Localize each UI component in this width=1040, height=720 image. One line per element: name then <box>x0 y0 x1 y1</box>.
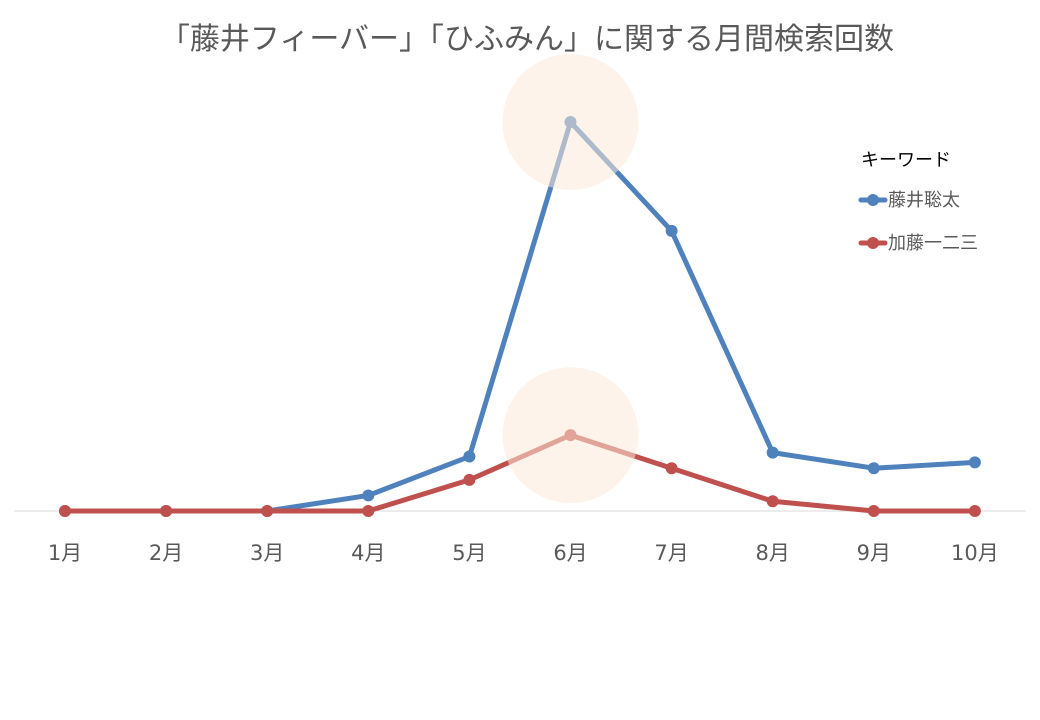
series-2-point-5 <box>463 473 476 486</box>
x-tick-label: 3月 <box>250 541 284 565</box>
highlight-circle-2 <box>502 367 639 504</box>
x-tick-label: 9月 <box>857 541 891 565</box>
legend-label-2: 加藤一二三 <box>888 233 978 254</box>
series-1-point-8 <box>766 446 779 459</box>
legend-marker-1 <box>867 194 879 206</box>
series-2-point-7 <box>665 462 678 475</box>
x-tick-label: 6月 <box>553 541 587 565</box>
x-tick-label: 8月 <box>756 541 790 565</box>
series-1-point-4 <box>362 489 375 502</box>
legend-title: キーワード <box>861 150 951 171</box>
x-tick-label: 2月 <box>149 541 183 565</box>
series-2-point-8 <box>766 495 779 508</box>
legend-label-1: 藤井聡太 <box>888 190 960 211</box>
chart-title: 「藤井フィーバー」「ひふみん」に関する月間検索回数 <box>160 22 894 57</box>
series-1-point-9 <box>867 462 880 475</box>
x-tick-label: 7月 <box>654 541 688 565</box>
series-2-point-1 <box>59 505 71 517</box>
series-2-point-9 <box>867 505 880 517</box>
x-tick-label: 4月 <box>351 541 385 565</box>
highlight-group <box>502 54 639 504</box>
x-tick-label: 10月 <box>951 541 999 565</box>
series-2-point-10 <box>968 505 981 517</box>
legend-marker-2 <box>867 237 879 249</box>
series-2-point-2 <box>160 505 173 517</box>
series-2-point-3 <box>261 505 274 517</box>
x-tick-label: 5月 <box>452 541 486 565</box>
x-tick-labels: 1月 2月 3月 4月 5月 6月 7月 8月 9月 10月 <box>48 541 999 565</box>
series-1-point-7 <box>665 224 678 237</box>
x-tick-label: 1月 <box>48 541 82 565</box>
series-1-point-5 <box>463 450 476 463</box>
series-1-point-10 <box>968 456 981 469</box>
series-2-point-4 <box>362 505 375 517</box>
highlight-circle-1 <box>502 54 639 190</box>
